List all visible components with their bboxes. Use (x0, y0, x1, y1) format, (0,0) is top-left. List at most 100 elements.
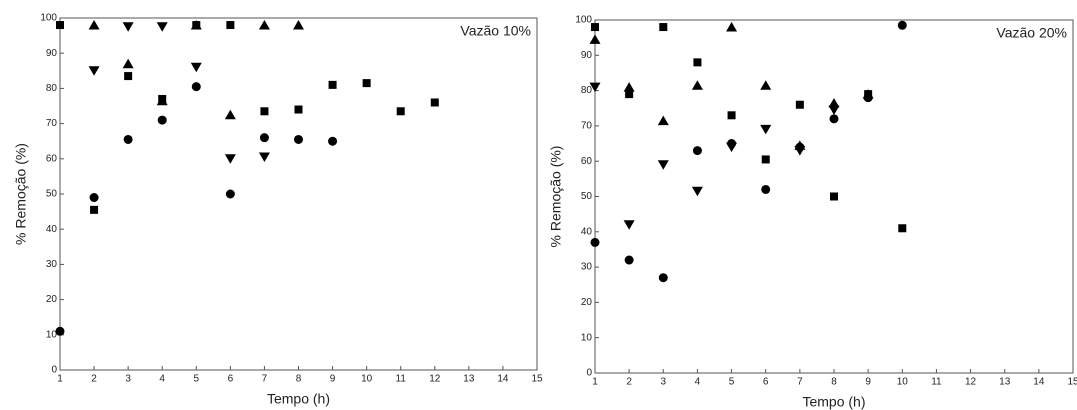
y-tick-label: 10 (581, 332, 593, 343)
triangle-up-point (224, 109, 236, 120)
triangle-up-point (691, 80, 703, 90)
triangle-down-point (691, 186, 703, 197)
triangle-down-point (224, 154, 236, 164)
annotation: Vazão 10% (460, 23, 531, 39)
x-tick-label: 14 (1033, 377, 1045, 388)
y-tick-label: 40 (581, 226, 593, 237)
x-tick-label: 2 (91, 374, 97, 385)
square-point (226, 21, 235, 30)
x-tick-label: 6 (763, 377, 769, 388)
square-point (396, 107, 405, 116)
circle-point (123, 134, 133, 144)
triangle-up-point (190, 20, 202, 30)
x-tick-label: 15 (531, 374, 543, 385)
y-tick-label: 90 (581, 50, 593, 61)
triangle-up-point (122, 58, 134, 69)
x-tick-label: 3 (661, 377, 667, 388)
x-tick-label: 4 (159, 374, 165, 385)
triangle-down-point (828, 105, 840, 116)
plot-frame (59, 17, 538, 371)
x-tick-label: 5 (729, 377, 735, 388)
square-point (362, 79, 371, 88)
square-point (294, 105, 303, 114)
y-tick-label: 0 (51, 365, 57, 376)
circle-point (658, 273, 668, 283)
circle-point (897, 20, 907, 30)
circle-point (692, 146, 702, 156)
y-tick-label: 0 (586, 368, 592, 379)
y-axis-label: % Remoção (%) (548, 146, 564, 248)
y-tick-label: 100 (40, 13, 57, 24)
x-tick-label: 7 (797, 377, 803, 388)
triangle-down-point (657, 160, 669, 170)
y-tick-label: 20 (46, 294, 58, 305)
triangle-down-point (794, 146, 806, 156)
x-tick-label: 1 (592, 377, 598, 388)
circle-point (328, 136, 338, 146)
circle-point (225, 189, 235, 199)
y-tick-label: 70 (581, 121, 593, 132)
x-tick-label: 8 (831, 377, 837, 388)
x-tick-label: 1 (57, 374, 63, 385)
triangle-down-point (623, 220, 635, 230)
circle-point (590, 237, 600, 247)
x-tick-label: 13 (463, 374, 475, 385)
square-point (659, 23, 668, 32)
square-point (898, 224, 907, 233)
x-tick-label: 9 (865, 377, 871, 388)
annotation: Vazão 20% (996, 25, 1067, 41)
x-tick-label: 12 (965, 377, 977, 388)
circle-point (624, 255, 634, 265)
x-tick-label: 8 (296, 374, 302, 385)
x-tick-label: 7 (262, 374, 268, 385)
square-point (591, 23, 599, 32)
triangle-down-point (88, 66, 100, 76)
y-tick-label: 10 (46, 329, 58, 340)
triangle-up-point (258, 20, 270, 30)
y-tick-label: 60 (46, 153, 58, 164)
square-point (761, 155, 770, 164)
x-tick-label: 13 (999, 377, 1011, 388)
circle-point (259, 133, 269, 143)
square-point (430, 98, 439, 107)
x-tick-label: 11 (396, 374, 407, 385)
y-tick-label: 30 (46, 259, 58, 270)
x-tick-label: 12 (429, 374, 441, 385)
triangle-up-point (828, 97, 840, 108)
y-tick-label: 50 (46, 189, 58, 200)
x-tick-label: 10 (361, 374, 373, 385)
triangle-down-point (122, 22, 134, 32)
triangle-up-point (589, 34, 601, 44)
y-tick-label: 80 (46, 83, 58, 94)
circle-point (157, 115, 167, 125)
square-point (90, 205, 99, 214)
square-point (124, 72, 133, 81)
y-tick-label: 20 (581, 297, 593, 308)
y-tick-label: 30 (581, 262, 593, 273)
y-tick-label: 40 (46, 224, 58, 235)
triangle-down-point (726, 142, 738, 153)
x-tick-label: 11 (931, 377, 942, 388)
x-axis-label: Tempo (h) (802, 394, 865, 410)
triangle-down-point (156, 22, 168, 32)
y-tick-label: 50 (581, 191, 593, 202)
y-tick-label: 60 (581, 156, 593, 167)
y-axis-label: % Remoção (%) (13, 143, 29, 245)
square-point (795, 100, 804, 109)
circle-point (191, 82, 201, 92)
triangle-up-point (156, 95, 168, 106)
triangle-down-point (760, 124, 772, 135)
square-point (260, 107, 269, 116)
triangle-down-point (589, 82, 601, 93)
triangle-up-point (862, 89, 874, 99)
x-tick-label: 3 (125, 374, 131, 385)
x-tick-label: 9 (330, 374, 336, 385)
square-point (328, 80, 337, 89)
circle-point (829, 114, 839, 124)
y-tick-label: 90 (46, 48, 58, 59)
triangle-up-point (623, 82, 635, 92)
square-point (625, 90, 634, 99)
x-tick-label: 14 (497, 374, 509, 385)
x-tick-label: 10 (897, 377, 909, 388)
